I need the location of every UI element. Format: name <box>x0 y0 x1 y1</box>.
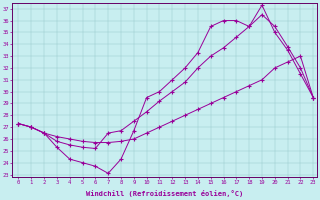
X-axis label: Windchill (Refroidissement éolien,°C): Windchill (Refroidissement éolien,°C) <box>86 190 243 197</box>
